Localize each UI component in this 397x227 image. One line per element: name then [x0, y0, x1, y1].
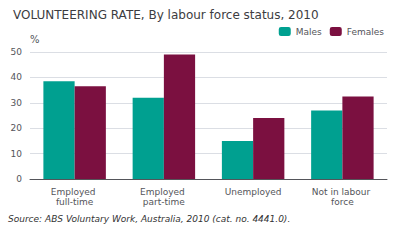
- svg-text:force: force: [331, 197, 354, 207]
- svg-text:Not in labour: Not in labour: [312, 187, 373, 197]
- svg-text:part-time: part-time: [143, 197, 186, 207]
- svg-text:10: 10: [11, 149, 23, 159]
- svg-text:Unemployed: Unemployed: [225, 187, 282, 197]
- svg-text:Source: ABS Voluntary Work, Au: Source: ABS Voluntary Work, Australia, 2…: [8, 214, 290, 224]
- svg-text:Females: Females: [347, 27, 385, 37]
- svg-text:VOLUNTEERING RATE, By labour f: VOLUNTEERING RATE, By labour force statu…: [13, 8, 319, 22]
- svg-text:Employed: Employed: [51, 187, 99, 197]
- svg-text:0: 0: [16, 174, 22, 184]
- svg-text:Males: Males: [296, 27, 322, 37]
- svg-text:%: %: [30, 34, 40, 45]
- svg-text:full-time: full-time: [56, 197, 94, 207]
- svg-text:40: 40: [11, 72, 23, 82]
- svg-text:30: 30: [11, 98, 23, 108]
- svg-text:20: 20: [11, 123, 23, 133]
- svg-text:Employed: Employed: [140, 187, 188, 197]
- svg-text:50: 50: [11, 47, 23, 57]
